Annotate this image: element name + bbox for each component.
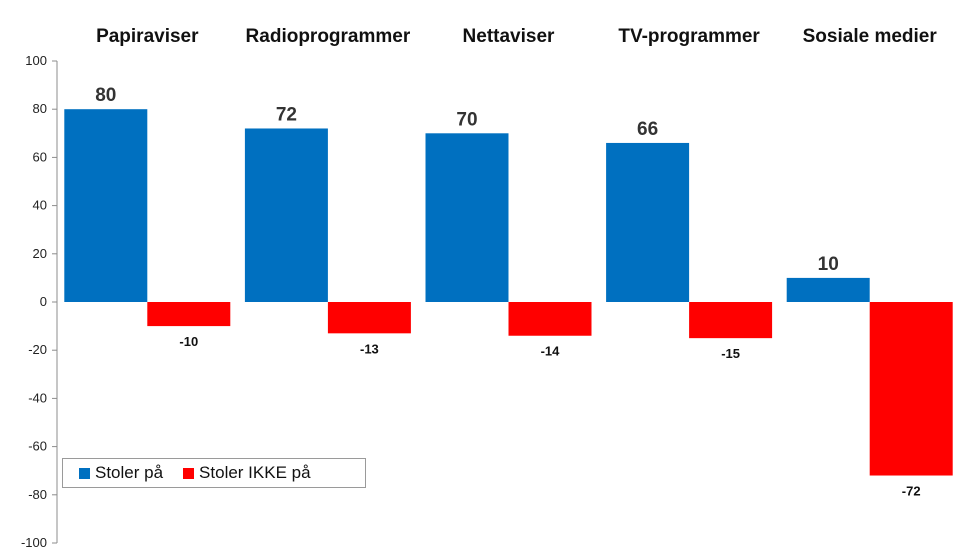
bar-stoler-paa (244, 128, 328, 302)
legend-swatch-series-1 (79, 467, 90, 479)
y-tick-label: 100 (25, 53, 47, 68)
y-tick-label: 20 (33, 246, 47, 261)
data-label: 80 (95, 85, 116, 106)
legend-label-series-1: Stoler på (95, 463, 164, 482)
data-label: 10 (818, 254, 839, 275)
data-label: -15 (721, 346, 740, 361)
bar-stoler-paa (425, 133, 509, 302)
y-tick-label: -80 (28, 487, 47, 502)
bar-stoler-paa (606, 142, 690, 302)
data-label: -14 (541, 344, 561, 359)
y-axis: 100 80 60 40 20 0 -20 -40 -60 -80 -100 (21, 53, 58, 550)
bar-stoler-ikke-paa (689, 302, 773, 339)
legend-label-series-2: Stoler IKKE på (199, 463, 311, 482)
y-tick-label: 60 (33, 149, 47, 164)
legend: Stoler på Stoler IKKE på (62, 458, 366, 488)
bar-stoler-paa (786, 277, 870, 302)
legend-item-series-2: Stoler IKKE på (183, 463, 311, 483)
y-tick-label: -20 (28, 342, 47, 357)
bar-stoler-ikke-paa (327, 302, 411, 334)
data-label: -72 (902, 484, 921, 499)
bar-stoler-paa (64, 109, 148, 302)
bar-stoler-ikke-paa (869, 302, 953, 476)
bars (64, 109, 953, 476)
data-label: 66 (637, 119, 658, 140)
legend-swatch-series-2 (183, 467, 195, 479)
category-label: Sosiale medier (803, 26, 938, 47)
category-label: Nettaviser (463, 26, 555, 47)
legend-item-series-1: Stoler på (79, 463, 163, 483)
y-tick-label: 40 (33, 198, 47, 213)
category-labels: Papiraviser Radioprogrammer Nettaviser TV-p… (96, 26, 937, 47)
data-label: -13 (360, 341, 379, 356)
bar-stoler-ikke-paa (508, 302, 592, 336)
y-tick-label: -100 (21, 535, 47, 550)
category-label: Radioprogrammer (246, 26, 411, 47)
y-tick-label: 80 (33, 101, 47, 116)
data-label: -10 (179, 334, 198, 349)
category-label: TV-programmer (618, 26, 760, 47)
y-tick-label: -40 (28, 390, 47, 405)
y-tick-label: -60 (28, 439, 47, 454)
data-labels: 80 72 70 66 10 -10 -13 -14 -15 -72 (95, 85, 920, 498)
bar-stoler-ikke-paa (147, 302, 231, 327)
y-tick-label: 0 (40, 294, 47, 309)
category-label: Papiraviser (96, 26, 199, 47)
data-label: 70 (456, 109, 477, 130)
data-label: 72 (276, 104, 297, 125)
